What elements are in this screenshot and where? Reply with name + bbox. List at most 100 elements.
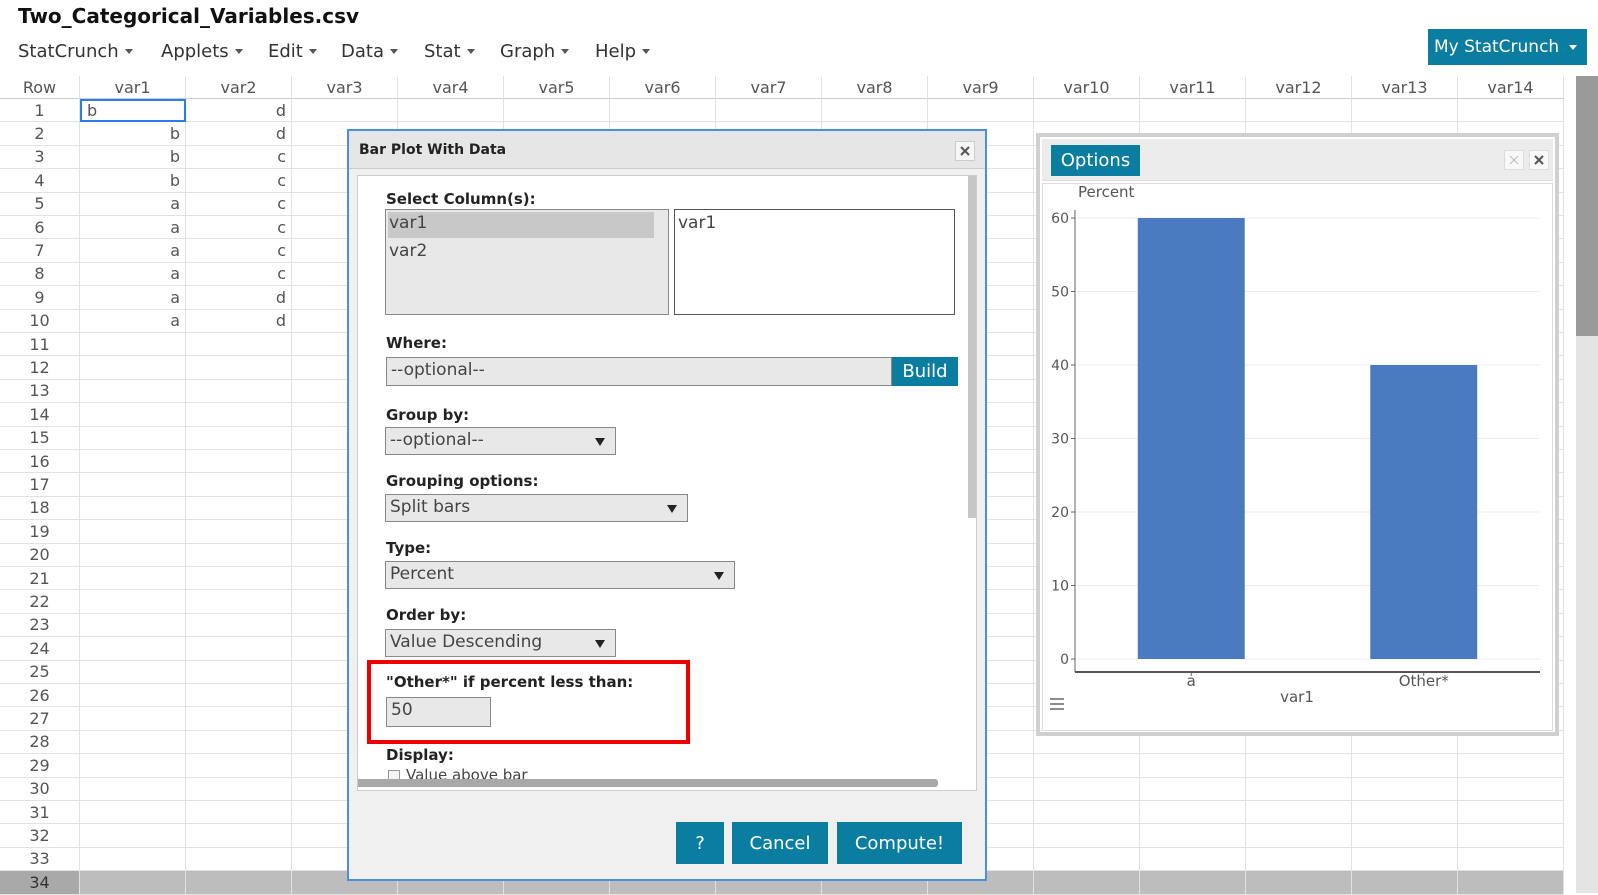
cell[interactable] [80, 473, 186, 497]
cell[interactable]: a [80, 216, 186, 240]
cell[interactable] [292, 99, 398, 123]
menu-item[interactable]: Edit [268, 36, 317, 66]
cell[interactable] [186, 543, 292, 567]
cell[interactable] [1458, 777, 1564, 801]
cell[interactable] [80, 590, 186, 614]
cell[interactable] [80, 684, 186, 708]
list-item[interactable]: var1 [389, 213, 428, 233]
cell[interactable] [1352, 847, 1458, 872]
cell[interactable] [1246, 801, 1352, 825]
column-header[interactable]: var2 [186, 76, 292, 99]
cell[interactable] [1458, 99, 1564, 123]
order-select[interactable]: Value Descending [385, 629, 616, 657]
help-button[interactable]: ? [676, 822, 724, 864]
menu-item[interactable]: Stat [424, 36, 475, 66]
column-header[interactable]: var9 [928, 76, 1034, 99]
cell[interactable] [1352, 871, 1458, 895]
cell[interactable] [1458, 847, 1564, 872]
cell[interactable] [1034, 730, 1140, 755]
cell[interactable] [186, 871, 292, 895]
list-item[interactable]: var2 [389, 241, 428, 261]
cell[interactable] [1352, 754, 1458, 778]
cell[interactable] [504, 99, 610, 123]
cell[interactable] [1352, 730, 1458, 755]
cell[interactable] [80, 637, 186, 661]
cell[interactable] [186, 426, 292, 450]
column-header[interactable]: var1 [80, 76, 186, 99]
cell[interactable] [1246, 99, 1352, 123]
account-button[interactable]: My StatCrunch [1428, 29, 1587, 65]
group-by-select[interactable]: --optional-- [385, 427, 616, 455]
cell[interactable]: b [80, 122, 186, 146]
cell[interactable] [1246, 824, 1352, 848]
cell[interactable] [716, 99, 822, 123]
cell[interactable] [80, 520, 186, 544]
cell[interactable] [1352, 777, 1458, 801]
cell[interactable] [1458, 871, 1564, 895]
cell[interactable]: c [186, 169, 292, 193]
list-item[interactable]: var1 [678, 213, 717, 233]
menu-icon[interactable] [1050, 698, 1064, 710]
menu-item[interactable]: Graph [500, 36, 570, 66]
cell[interactable] [80, 660, 186, 684]
cell[interactable] [1246, 754, 1352, 778]
cell[interactable]: d [186, 309, 292, 333]
cell[interactable] [80, 450, 186, 474]
cell[interactable] [1246, 847, 1352, 872]
cell[interactable] [1034, 754, 1140, 778]
cell[interactable]: a [80, 192, 186, 216]
cell[interactable] [186, 847, 292, 872]
cell[interactable] [80, 403, 186, 427]
cell[interactable] [186, 801, 292, 825]
cell[interactable] [1140, 777, 1246, 801]
cell[interactable] [1034, 871, 1140, 895]
vertical-scrollbar[interactable] [968, 176, 976, 518]
cell[interactable]: c [186, 239, 292, 263]
cell[interactable] [186, 613, 292, 638]
column-header[interactable]: var13 [1352, 76, 1458, 99]
cell[interactable] [80, 543, 186, 567]
cell[interactable] [80, 613, 186, 638]
cell[interactable] [1140, 801, 1246, 825]
cell[interactable] [1458, 801, 1564, 825]
window-controls[interactable] [1504, 150, 1550, 170]
menu-item[interactable]: Data [341, 36, 398, 66]
cell[interactable] [80, 754, 186, 778]
cell[interactable] [186, 379, 292, 404]
cell[interactable]: c [186, 145, 292, 170]
cell[interactable] [186, 660, 292, 684]
cell[interactable]: c [186, 192, 292, 216]
column-header[interactable]: var10 [1034, 76, 1140, 99]
where-input[interactable]: --optional-- [386, 357, 892, 386]
cell[interactable] [80, 824, 186, 848]
cell[interactable] [1458, 754, 1564, 778]
cell[interactable] [1246, 730, 1352, 755]
cell[interactable] [186, 637, 292, 661]
cell[interactable] [1458, 730, 1564, 755]
cell[interactable] [1034, 99, 1140, 123]
cell[interactable] [822, 99, 928, 123]
cell[interactable]: a [80, 262, 186, 287]
options-tab[interactable]: Options [1051, 145, 1140, 176]
cell[interactable] [80, 426, 186, 450]
type-select[interactable]: Percent [385, 561, 735, 589]
cell[interactable] [1140, 871, 1246, 895]
cell[interactable]: b [80, 99, 186, 123]
cell[interactable]: d [186, 286, 292, 310]
column-header[interactable]: var14 [1458, 76, 1564, 99]
cell[interactable] [1246, 871, 1352, 895]
cell[interactable] [186, 496, 292, 521]
cell[interactable] [1246, 777, 1352, 801]
column-header[interactable]: var4 [398, 76, 504, 99]
cell[interactable] [186, 824, 292, 848]
cell[interactable]: c [186, 262, 292, 287]
cell[interactable] [186, 333, 292, 357]
cell[interactable] [1140, 730, 1246, 755]
other-input[interactable]: 50 [386, 697, 491, 727]
cell[interactable] [1352, 801, 1458, 825]
cell[interactable] [1352, 824, 1458, 848]
cell[interactable]: b [80, 169, 186, 193]
column-header[interactable]: var6 [610, 76, 716, 99]
grouping-select[interactable]: Split bars [385, 494, 688, 522]
menu-item[interactable]: Help [595, 36, 651, 66]
